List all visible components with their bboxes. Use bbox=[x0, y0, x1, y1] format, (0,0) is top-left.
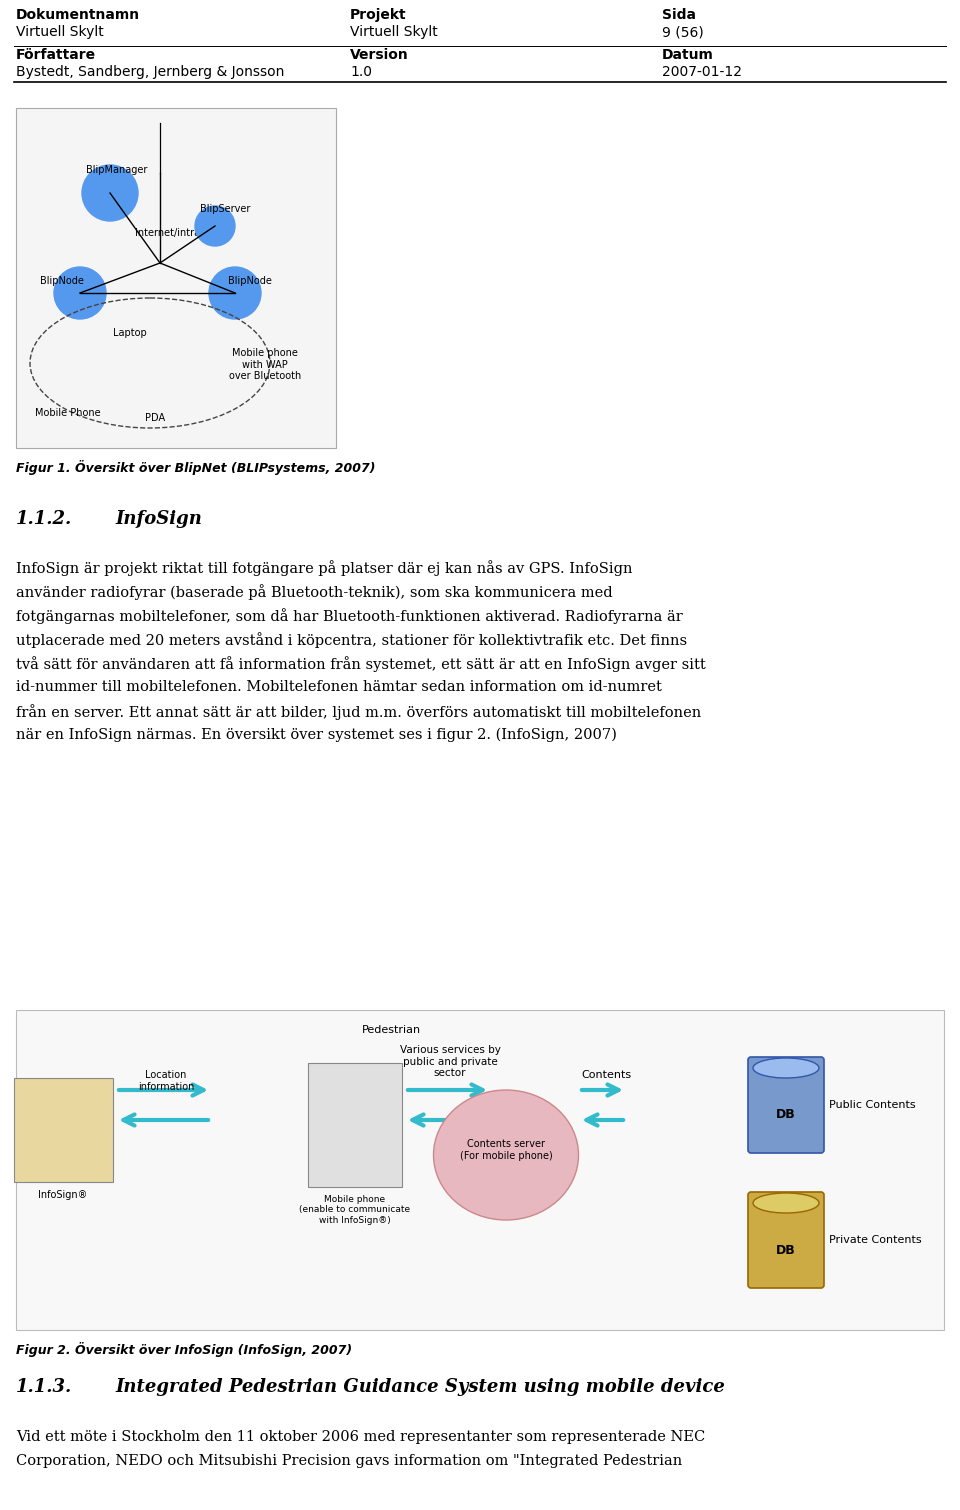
FancyBboxPatch shape bbox=[748, 1057, 824, 1154]
Text: id-nummer till mobiltelefonen. Mobiltelefonen hämtar sedan information om id-num: id-nummer till mobiltelefonen. Mobiltele… bbox=[16, 680, 661, 695]
Text: 1.0: 1.0 bbox=[350, 65, 372, 79]
Text: Projekt: Projekt bbox=[350, 8, 407, 23]
Text: Vid ett möte i Stockholm den 11 oktober 2006 med representanter som representera: Vid ett möte i Stockholm den 11 oktober … bbox=[16, 1430, 706, 1444]
Text: Pedestrian: Pedestrian bbox=[361, 1025, 420, 1034]
Ellipse shape bbox=[434, 1090, 579, 1220]
Text: Corporation, NEDO och Mitsubishi Precision gavs information om "Integrated Pedes: Corporation, NEDO och Mitsubishi Precisi… bbox=[16, 1454, 683, 1468]
Text: Dokumentnamn: Dokumentnamn bbox=[16, 8, 140, 23]
Text: Contents server
(For mobile phone): Contents server (For mobile phone) bbox=[460, 1139, 552, 1161]
Text: Bystedt, Sandberg, Jernberg & Jonsson: Bystedt, Sandberg, Jernberg & Jonsson bbox=[16, 65, 284, 79]
Text: Figur 1. Översikt över BlipNet (BLIPsystems, 2007): Figur 1. Översikt över BlipNet (BLIPsyst… bbox=[16, 461, 375, 476]
Text: 9 (56): 9 (56) bbox=[662, 26, 704, 39]
Text: Virtuell Skylt: Virtuell Skylt bbox=[350, 26, 438, 39]
Text: BlipNode: BlipNode bbox=[40, 276, 84, 285]
Text: InfoSign är projekt riktat till fotgängare på platser där ej kan nås av GPS. Inf: InfoSign är projekt riktat till fotgänga… bbox=[16, 560, 633, 575]
Text: PDA: PDA bbox=[145, 414, 165, 423]
Text: Virtuell Skylt: Virtuell Skylt bbox=[16, 26, 104, 39]
Circle shape bbox=[209, 267, 261, 319]
Text: Mobile phone
(enable to communicate
with InfoSign®): Mobile phone (enable to communicate with… bbox=[300, 1194, 411, 1225]
Ellipse shape bbox=[753, 1059, 819, 1078]
Text: Datum: Datum bbox=[662, 48, 714, 62]
Text: Sida: Sida bbox=[662, 8, 696, 23]
Text: Various services by
public and private
sector: Various services by public and private s… bbox=[399, 1045, 500, 1078]
Text: använder radiofyrar (baserade på Bluetooth-teknik), som ska kommunicera med: använder radiofyrar (baserade på Bluetoo… bbox=[16, 584, 612, 599]
Text: Internet/intranet: Internet/intranet bbox=[135, 228, 217, 239]
Text: 2007-01-12: 2007-01-12 bbox=[662, 65, 742, 79]
Text: InfoSign®: InfoSign® bbox=[38, 1190, 87, 1200]
Text: fotgängarnas mobiltelefoner, som då har Bluetooth-funktionen aktiverad. Radiofyr: fotgängarnas mobiltelefoner, som då har … bbox=[16, 609, 683, 624]
Text: utplacerade med 20 meters avstånd i köpcentra, stationer för kollektivtrafik etc: utplacerade med 20 meters avstånd i köpc… bbox=[16, 633, 687, 648]
Text: Mobile phone
with WAP
over Bluetooth: Mobile phone with WAP over Bluetooth bbox=[228, 347, 301, 381]
Text: BlipServer: BlipServer bbox=[200, 204, 251, 214]
FancyBboxPatch shape bbox=[14, 1078, 113, 1182]
FancyBboxPatch shape bbox=[16, 1010, 944, 1330]
Circle shape bbox=[54, 267, 106, 319]
Text: Private Contents: Private Contents bbox=[829, 1235, 922, 1246]
Text: två sätt för användaren att få information från systemet, ett sätt är att en Inf: två sätt för användaren att få informati… bbox=[16, 655, 706, 672]
Text: från en server. Ett annat sätt är att bilder, ljud m.m. överförs automatiskt til: från en server. Ett annat sätt är att bi… bbox=[16, 704, 701, 720]
Ellipse shape bbox=[753, 1193, 819, 1213]
Text: BlipManager: BlipManager bbox=[86, 165, 148, 175]
FancyBboxPatch shape bbox=[16, 109, 336, 448]
Text: BlipNode: BlipNode bbox=[228, 276, 272, 285]
Text: Laptop: Laptop bbox=[113, 328, 147, 338]
Text: när en InfoSign närmas. En översikt över systemet ses i figur 2. (InfoSign, 2007: när en InfoSign närmas. En översikt över… bbox=[16, 728, 617, 743]
Text: Public Contents: Public Contents bbox=[829, 1099, 916, 1110]
Text: DB: DB bbox=[776, 1108, 796, 1122]
Text: Contents: Contents bbox=[581, 1071, 631, 1080]
Text: DB: DB bbox=[776, 1244, 796, 1256]
Text: Figur 2. Översikt över InfoSign (InfoSign, 2007): Figur 2. Översikt över InfoSign (InfoSig… bbox=[16, 1342, 352, 1357]
Text: Version: Version bbox=[350, 48, 409, 62]
Text: 1.1.2.: 1.1.2. bbox=[16, 510, 72, 528]
Text: Författare: Författare bbox=[16, 48, 96, 62]
Text: InfoSign: InfoSign bbox=[115, 510, 202, 528]
FancyBboxPatch shape bbox=[748, 1191, 824, 1288]
Text: 1.1.3.: 1.1.3. bbox=[16, 1379, 72, 1397]
Circle shape bbox=[195, 205, 235, 246]
Text: Mobile Phone: Mobile Phone bbox=[35, 408, 101, 418]
Circle shape bbox=[82, 165, 138, 220]
Text: Integrated Pedestrian Guidance System using mobile device: Integrated Pedestrian Guidance System us… bbox=[115, 1379, 725, 1397]
FancyBboxPatch shape bbox=[308, 1063, 402, 1187]
Text: Location
information: Location information bbox=[138, 1071, 194, 1092]
